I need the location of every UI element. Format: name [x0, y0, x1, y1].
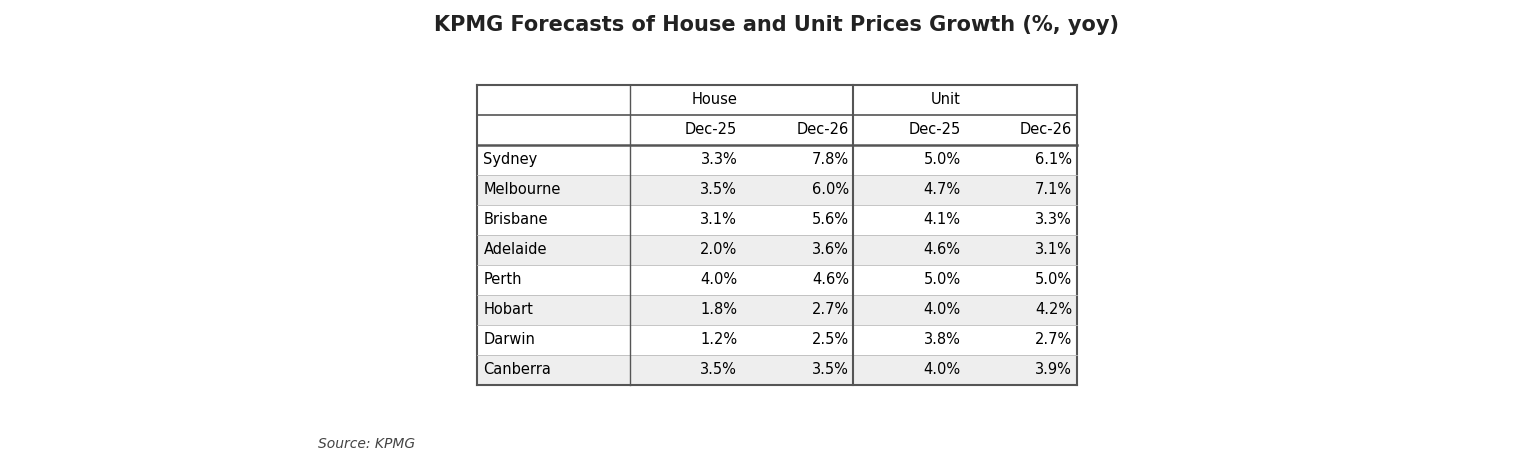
Text: Source: KPMG: Source: KPMG — [318, 437, 415, 451]
Title: KPMG Forecasts of House and Unit Prices Growth (%, yoy): KPMG Forecasts of House and Unit Prices … — [435, 15, 1119, 35]
